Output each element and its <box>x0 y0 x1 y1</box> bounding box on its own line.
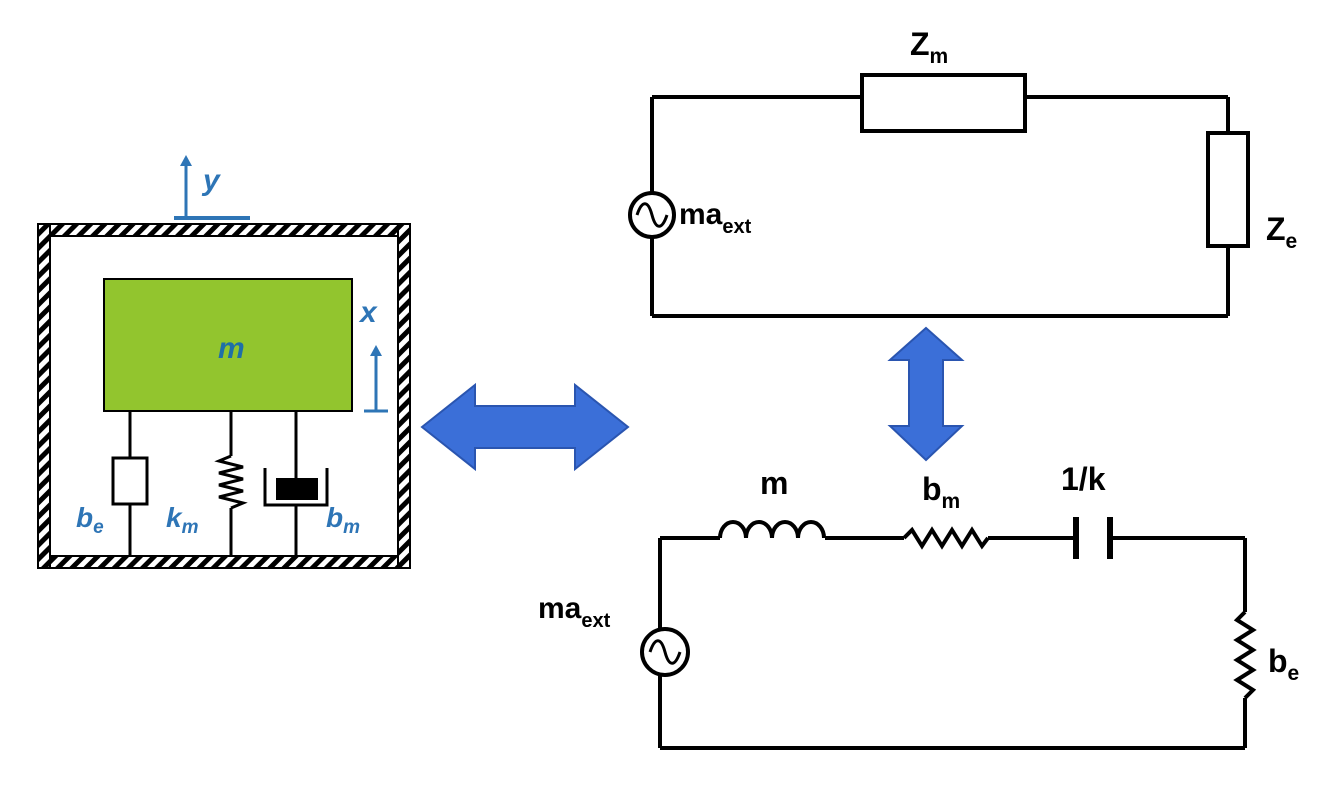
double-arrow-horizontal-icon <box>420 382 630 472</box>
zm-label: Zm <box>910 26 948 68</box>
resistor-be-label: be <box>1268 643 1299 685</box>
zm-impedance <box>860 73 1027 133</box>
be-label: be <box>76 502 104 538</box>
be-element <box>111 411 149 556</box>
ze-impedance <box>1206 131 1250 248</box>
inductor-label: m <box>760 465 788 501</box>
bm-label: bm <box>326 502 360 538</box>
ac-source-icon <box>640 627 690 677</box>
x-label: x <box>358 296 378 329</box>
lumped-circuit <box>640 517 1257 750</box>
source-label-bottom: maext <box>538 592 611 632</box>
double-arrow-vertical-icon <box>887 326 965 462</box>
impedance-circuit <box>628 73 1250 318</box>
capacitor-1k <box>1073 517 1113 559</box>
km-label: km <box>166 502 199 538</box>
x-displacement-arrow <box>364 345 388 413</box>
resistor-be <box>1233 610 1257 700</box>
resistor-bm <box>902 526 990 550</box>
mass-block <box>103 278 353 412</box>
km-spring <box>214 411 248 556</box>
bm-dashpot <box>263 411 329 556</box>
housing-frame <box>37 223 411 569</box>
mechanical-model: y m x be km bm <box>37 155 411 569</box>
capacitor-label: 1/k <box>1061 461 1106 497</box>
resistor-bm-label: bm <box>922 471 960 513</box>
ac-source-icon <box>628 191 676 239</box>
source-label-top: maext <box>679 198 752 238</box>
inductor-m <box>718 520 826 539</box>
y-displacement-arrow <box>174 155 250 220</box>
ze-label: Ze <box>1266 211 1297 253</box>
mass-label: m <box>218 332 245 365</box>
y-label: y <box>201 164 221 197</box>
